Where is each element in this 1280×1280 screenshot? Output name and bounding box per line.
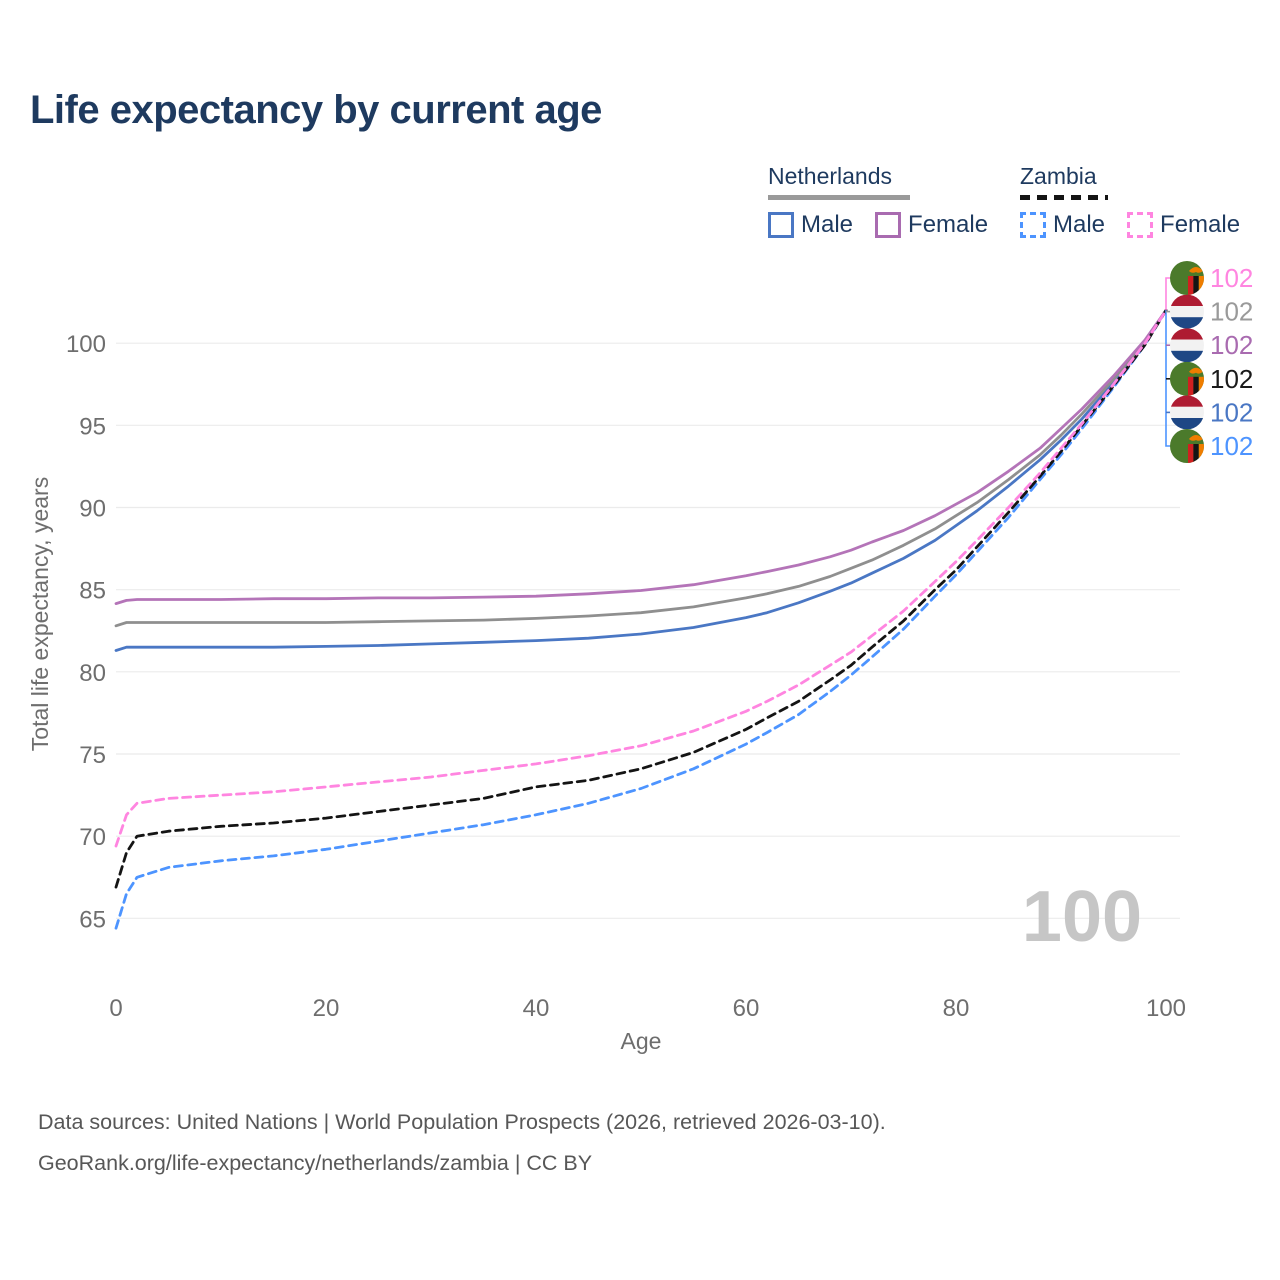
flag-icon-nl	[1170, 328, 1204, 363]
flag-icon-zm	[1170, 361, 1204, 396]
legend-item-label: Male	[1053, 211, 1106, 238]
legend: Netherlands Male Female Zambia Male	[0, 0, 1280, 250]
x-tick-label: 0	[109, 995, 122, 1022]
end-label-zambia-male: 102	[1210, 431, 1253, 461]
source-url-line: GeoRank.org/life-expectancy/netherlands/…	[38, 1151, 593, 1175]
x-tick-label: 20	[313, 995, 340, 1022]
legend-swatch-zambia-male	[1020, 212, 1046, 238]
legend-line-style-dashed	[1020, 195, 1108, 200]
x-tick-label: 100	[1146, 995, 1186, 1022]
flag-icon-zm	[1170, 261, 1204, 295]
data-sources-line: Data sources: United Nations | World Pop…	[38, 1110, 886, 1134]
y-tick-label: 90	[79, 496, 106, 523]
end-label-zambia-female: 102	[1210, 263, 1253, 293]
end-label-netherlands-total: 102	[1210, 297, 1253, 327]
end-label-netherlands-female: 102	[1210, 330, 1253, 360]
page-title: Life expectancy by current age	[30, 88, 602, 132]
flag-icon-zm	[1170, 429, 1204, 463]
end-label-zambia-total: 102	[1210, 364, 1253, 394]
x-axis-title: Age	[621, 1028, 662, 1054]
flag-icon-nl	[1170, 294, 1204, 329]
y-tick-label: 100	[66, 331, 106, 358]
attribution: Data sources: United Nations | World Pop…	[38, 1102, 886, 1184]
legend-item-zambia-female[interactable]: Female	[1127, 211, 1240, 239]
legend-group-title-netherlands: Netherlands	[768, 163, 893, 189]
legend-item-label: Male	[801, 211, 854, 238]
series-line-zambia-total[interactable]	[114, 308, 1168, 889]
legend-group-netherlands: Netherlands Male Female	[768, 163, 1010, 239]
y-tick-label: 70	[79, 824, 106, 851]
series-line-zambia-male[interactable]	[114, 308, 1168, 930]
legend-swatch-netherlands-female	[875, 212, 902, 238]
y-tick-label: 75	[79, 742, 106, 769]
x-tick-label: 80	[943, 995, 970, 1022]
series-line-netherlands-female[interactable]	[114, 308, 1168, 605]
line-chart: 65 70 75 80 85 90 95 100 0 20 40 60 80 100 Age Total li…	[27, 261, 1253, 1054]
legend-item-label: Female	[1160, 211, 1241, 238]
series-line-netherlands-male[interactable]	[114, 308, 1168, 652]
x-tick-label: 40	[523, 995, 550, 1022]
legend-line-style-solid	[768, 195, 910, 200]
y-tick-label: 95	[79, 413, 106, 440]
legend-item-netherlands-female[interactable]: Female	[875, 211, 988, 239]
legend-group-title-zambia: Zambia	[1020, 163, 1097, 189]
legend-item-label: Female	[908, 211, 989, 238]
y-axis-title: Total life expectancy, years	[27, 477, 53, 751]
flag-icon-nl	[1170, 395, 1204, 430]
legend-group-zambia: Zambia Male Female	[1020, 163, 1262, 239]
legend-swatch-netherlands-male	[768, 212, 794, 238]
series-line-netherlands-total[interactable]	[114, 308, 1168, 628]
y-tick-label: 85	[79, 578, 106, 605]
series-line-zambia-female[interactable]	[114, 308, 1168, 848]
end-label-netherlands-male: 102	[1210, 397, 1253, 427]
y-tick-label: 65	[79, 906, 106, 933]
watermark-age: 100	[1022, 877, 1142, 957]
y-tick-label: 80	[79, 660, 106, 687]
legend-swatch-zambia-female	[1127, 212, 1154, 238]
x-tick-label: 60	[733, 995, 760, 1022]
legend-item-netherlands-male[interactable]: Male	[768, 211, 853, 239]
legend-item-zambia-male[interactable]: Male	[1020, 211, 1105, 239]
